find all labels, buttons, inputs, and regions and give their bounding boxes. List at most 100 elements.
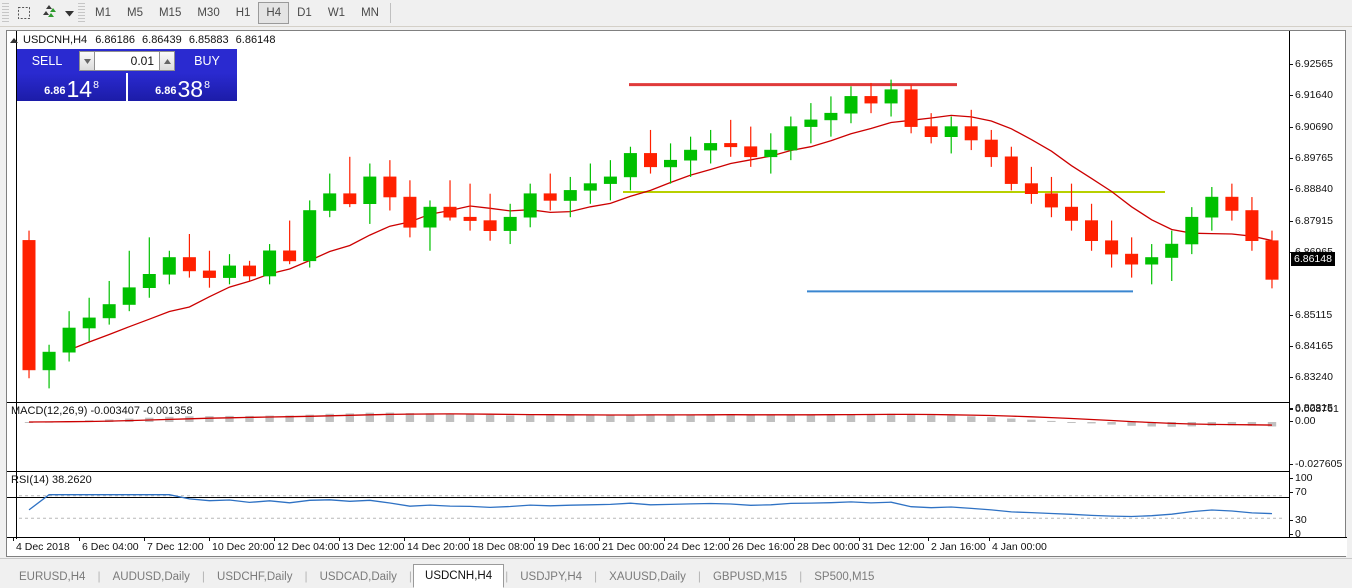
candle (623, 146, 637, 191)
time-label: 10 Dec 20:00 (212, 541, 275, 553)
candle (22, 230, 36, 379)
macd-histogram-bar (1047, 420, 1056, 422)
buy-price-big: 38 (177, 76, 204, 102)
chevron-down-icon[interactable] (63, 2, 76, 24)
macd-histogram-bar (365, 412, 374, 422)
time-label: 2 Jan 16:00 (931, 541, 986, 553)
timeframe-w1[interactable]: W1 (327, 7, 346, 19)
time-scale[interactable]: 4 Dec 2018 6 Dec 04:00 7 Dec 12:00 10 Dec 2… (7, 537, 1347, 556)
macd-histogram-bar (846, 414, 856, 422)
macd-histogram-bar (987, 417, 996, 422)
toolbar-grip-1[interactable] (2, 3, 9, 23)
macd-histogram-bar (1147, 422, 1156, 427)
time-label: 24 Dec 12:00 (667, 541, 730, 553)
macd-histogram-bar (345, 413, 354, 422)
price-scale[interactable]: 6.92565 6.91640 6.90690 6.89765 6.88840 6.879… (1289, 31, 1345, 556)
timeframe-d1[interactable]: D1 (297, 7, 312, 19)
macd-pane[interactable]: MACD(12,26,9) -0.003407 -0.001358 (7, 402, 1290, 498)
time-label: 7 Dec 12:00 (147, 541, 204, 553)
time-tick-mark (339, 538, 340, 541)
symbol-tab-audusd-daily[interactable]: AUDUSD,Daily (112, 571, 190, 583)
chart-symbol-label: USDCNH,H4 (23, 34, 88, 46)
timeframe-m5[interactable]: M5 (126, 7, 143, 19)
macd-histogram-bar (1247, 422, 1257, 426)
buy-button[interactable]: BUY (177, 49, 237, 73)
timeframe-h4[interactable]: H4 (258, 2, 290, 24)
symbol-tab-gbpusd-m15[interactable]: GBPUSD,M15 (712, 571, 788, 583)
volume-input[interactable]: 0.01 (95, 51, 159, 71)
macd-histogram-bar (566, 415, 575, 422)
crosshair-icon[interactable] (11, 2, 37, 24)
toolbar-separator (389, 3, 391, 23)
caret-down-icon[interactable] (79, 51, 95, 71)
ohlc-open: 6.86186 (95, 34, 135, 46)
candle (1024, 166, 1038, 204)
symbol-tab-eurusd-h4[interactable]: EURUSD,H4 (19, 571, 86, 583)
collapse-triangle-icon[interactable] (10, 37, 18, 43)
rsi-tick: 30 (1290, 514, 1307, 526)
candle (303, 200, 317, 268)
time-tick-mark (859, 538, 860, 541)
candlestick-plot (22, 79, 1279, 389)
macd-histogram-bar (1087, 422, 1096, 424)
caret-up-icon[interactable] (159, 51, 175, 71)
templates-icon[interactable] (37, 2, 63, 24)
chart-ohlc-values: 6.86186 6.86439 6.85883 6.86148 (95, 34, 279, 46)
sell-button[interactable]: SELL (17, 49, 77, 73)
buy-price-display[interactable]: 6.86 38 8 (128, 73, 237, 101)
price-tick: 6.91640 (1290, 89, 1333, 101)
sell-price-prefix: 6.86 (44, 85, 66, 97)
candle (263, 244, 277, 285)
timeframe-m30[interactable]: M30 (197, 7, 220, 19)
candle (844, 86, 858, 124)
symbol-tab-usdcad-daily[interactable]: USDCAD,Daily (319, 571, 397, 583)
macd-histogram-bar (666, 414, 675, 422)
symbol-tab-xauusd-daily[interactable]: XAUUSD,Daily (609, 571, 686, 583)
macd-histogram-bar (746, 414, 755, 422)
toolbar-grip-2[interactable] (78, 3, 85, 23)
candle (403, 180, 417, 238)
price-pane[interactable] (7, 31, 1290, 400)
one-click-trading-panel[interactable]: SELL 0.01 BUY 6.86 14 8 (17, 49, 237, 101)
macd-histogram-bar (766, 415, 775, 422)
time-label: 18 Dec 08:00 (472, 541, 535, 553)
symbol-tab-usdjpy-h4[interactable]: USDJPY,H4 (520, 571, 583, 583)
time-tick-mark (664, 538, 665, 541)
timeframe-h1[interactable]: H1 (235, 7, 251, 19)
candle (984, 129, 998, 167)
symbol-tab-usdchf-daily[interactable]: USDCHF,Daily (217, 571, 293, 583)
rsi-pane[interactable]: RSI(14) 38.2620 (7, 471, 1290, 546)
ohlc-low: 6.85883 (188, 34, 229, 46)
macd-histogram-bar (1127, 422, 1136, 426)
rsi-label: RSI(14) 38.2620 (11, 474, 92, 486)
symbol-tab-bar: EURUSD,H4 | AUDUSD,Daily | USDCHF,Daily | USDC… (0, 558, 1352, 588)
timeframe-m1[interactable]: M1 (95, 7, 111, 19)
macd-histogram-bar (686, 414, 695, 422)
candle (643, 129, 657, 174)
timeframe-m15[interactable]: M15 (158, 7, 182, 19)
time-tick-mark (13, 538, 14, 541)
candle (1265, 230, 1279, 289)
buy-price-prefix: 6.86 (155, 85, 177, 97)
macd-histogram-bar (726, 414, 735, 422)
time-tick-mark (599, 538, 600, 541)
buy-price-sup: 8 (204, 79, 210, 91)
macd-histogram-bar (646, 414, 655, 422)
chart-header: USDCNH,H4 6.86186 6.86439 6.85883 6.8614… (10, 33, 279, 47)
time-tick-mark (274, 538, 275, 541)
sell-price-display[interactable]: 6.86 14 8 (17, 73, 126, 101)
time-tick-mark (469, 538, 470, 541)
candle (483, 193, 497, 241)
time-label: 4 Jan 00:00 (992, 541, 1047, 553)
timeframe-mn[interactable]: MN (361, 7, 379, 19)
time-tick-mark (404, 538, 405, 541)
time-label: 12 Dec 04:00 (277, 541, 340, 553)
symbol-tab-usdcnh-h4[interactable]: USDCNH,H4 (413, 564, 505, 588)
volume-stepper[interactable]: 0.01 (77, 49, 177, 73)
macd-tick: 0.00 (1290, 415, 1315, 427)
candle (1105, 220, 1119, 268)
chart-toolbar: M1 M5 M15 M30 H1 H4 D1 W1 MN (0, 0, 1352, 27)
macd-signal-line (28, 413, 1273, 426)
symbol-tab-sp500-m15[interactable]: SP500,M15 (814, 571, 875, 583)
candle (463, 183, 477, 231)
